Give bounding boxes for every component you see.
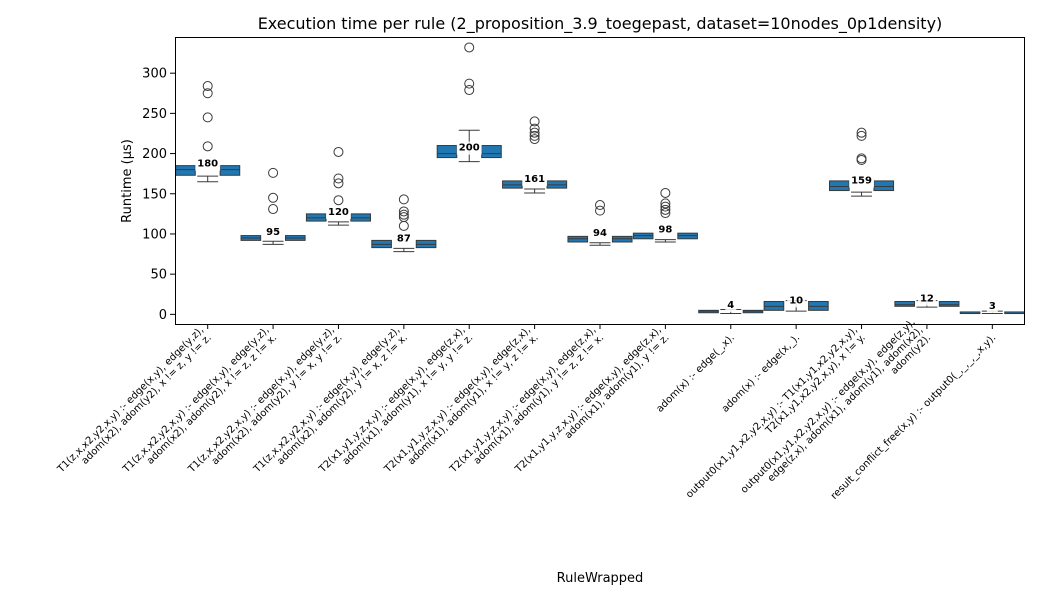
outlier-point (333, 195, 344, 206)
x-tick-label-line: output0(x1,y1,x2,y2,x,y) :- edge(x,y), e… (739, 317, 918, 496)
median-value-label: 87 (397, 233, 411, 244)
median-label-background (787, 294, 806, 308)
median-label-background (264, 225, 283, 239)
median-value-label: 120 (328, 207, 349, 218)
outlier-point (398, 212, 409, 223)
outlier-point (398, 220, 409, 231)
iqr-box (894, 300, 916, 307)
iqr-box (436, 145, 458, 159)
median-value-label: 95 (266, 227, 280, 238)
outlier-point (333, 173, 344, 184)
outlier-point (202, 141, 213, 152)
median-value-label: 10 (789, 295, 803, 306)
outlier-point (660, 201, 671, 212)
median-value-label: 4 (727, 300, 734, 311)
iqr-box (219, 165, 241, 176)
y-axis-label: Runtime (μs) (120, 139, 135, 223)
x-axis-label: RuleWrapped (557, 571, 644, 586)
x-tick-label-line: T1(z,x,x2,y2,x,y) :- edge(x,y), edge(y,z… (55, 325, 206, 476)
median-label-background (195, 157, 221, 171)
outlier-point (660, 198, 671, 209)
iqr-box (175, 165, 196, 176)
outlier-point (856, 127, 867, 138)
y-tick-label: 150 (142, 187, 167, 202)
median-label-background (725, 299, 737, 313)
median-label-background (522, 172, 548, 186)
outlier-point (202, 88, 213, 99)
outlier-point (660, 187, 671, 198)
outlier-point (398, 206, 409, 217)
median-label-background (326, 205, 351, 219)
y-tick-label: 0 (159, 308, 167, 323)
outlier-point (398, 194, 409, 205)
iqr-box (873, 180, 895, 192)
outlier-point (464, 85, 475, 96)
rule-1-group: 180 T1(z,x,x2,y2,x,y) :- edge(x,y), edge(… (55, 81, 241, 476)
median-value-label: 94 (593, 228, 607, 239)
median-value-label: 98 (658, 225, 672, 236)
outlier-point (660, 204, 671, 215)
median-value-label: 200 (459, 143, 480, 154)
median-label-background (917, 292, 936, 306)
outlier-point (595, 200, 605, 211)
median-value-label: 180 (197, 159, 218, 170)
median-value-label: 3 (989, 301, 996, 312)
outlier-point (202, 112, 213, 123)
outlier-point (464, 42, 475, 53)
outlier-point (856, 130, 867, 141)
iqr-box (938, 300, 960, 307)
iqr-box (481, 145, 502, 159)
outlier-point (333, 178, 344, 189)
outlier-point (529, 134, 540, 145)
outlier-point (529, 130, 540, 141)
axes-frame (175, 37, 1025, 325)
median-label-background (394, 232, 413, 246)
median-label-background (986, 299, 998, 313)
outlier-point (529, 123, 540, 134)
outlier-point (856, 155, 867, 165)
outlier-point (333, 146, 344, 157)
outlier-point (660, 208, 671, 219)
y-tick-label: 300 (142, 67, 167, 82)
y-tick-label: 100 (142, 227, 167, 242)
plot-area: 0 50 100 150 200 250 300 180 T1(z,x,x2,y2,x,y) :… (55, 42, 1025, 502)
outlier-point (268, 167, 279, 178)
y-tick-label: 50 (150, 268, 167, 283)
median-value-label: 161 (524, 174, 545, 185)
outlier-point (529, 116, 540, 127)
median-value-label: 12 (920, 294, 934, 305)
median-value-label: 159 (851, 176, 872, 187)
outlier-point (464, 78, 475, 89)
outlier-point (268, 204, 279, 215)
median-label-background (591, 226, 609, 240)
outlier-point (202, 81, 213, 92)
chart-title: Execution time per rule (2_proposition_3… (258, 14, 943, 34)
outlier-point (529, 127, 540, 138)
outlier-point (595, 205, 605, 216)
iqr-box (829, 180, 850, 192)
y-tick-label: 200 (142, 147, 167, 162)
outlier-point (268, 192, 279, 203)
outlier-point (398, 209, 409, 220)
median-label-background (849, 174, 875, 188)
median-label-background (656, 223, 675, 237)
median-label-background (456, 141, 482, 155)
y-tick-label: 250 (142, 107, 167, 122)
